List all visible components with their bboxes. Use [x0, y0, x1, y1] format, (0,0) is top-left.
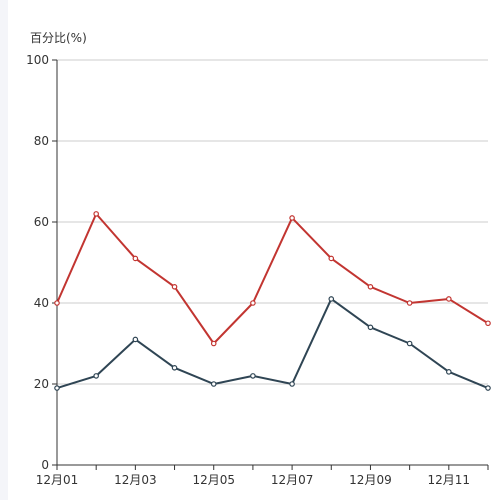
- series-1-point[interactable]: [406, 300, 413, 306]
- x-tick-label: 12月11: [428, 473, 471, 487]
- y-axis-title: 百分比(%): [30, 31, 87, 45]
- y-tick-label: 0: [41, 458, 49, 472]
- series-1-point[interactable]: [328, 255, 335, 262]
- series-line-2: [56, 297, 489, 390]
- series-2-point[interactable]: [250, 373, 256, 379]
- series-2-point[interactable]: [367, 324, 374, 331]
- axes: [56, 60, 488, 466]
- y-tick-label: 100: [26, 53, 49, 67]
- x-tick-label: 12月05: [192, 473, 235, 487]
- series-2-point[interactable]: [328, 296, 335, 302]
- series-points: [54, 211, 491, 391]
- series-1-point[interactable]: [485, 320, 491, 327]
- series-1-point[interactable]: [171, 283, 178, 290]
- series-1-point[interactable]: [367, 283, 374, 290]
- series-2-point[interactable]: [289, 381, 295, 387]
- series-1-point[interactable]: [210, 340, 217, 347]
- y-tick-label: 80: [34, 134, 49, 148]
- page-left-strip: [0, 0, 8, 500]
- series-2-point[interactable]: [93, 373, 99, 379]
- axis-ticks: 0 20 40 60 80 100 12月01 12月03 12月05 12月07 12月09 12月…: [26, 53, 489, 487]
- series-1-point[interactable]: [132, 255, 139, 262]
- series-2-point[interactable]: [210, 381, 217, 387]
- series-1-point[interactable]: [289, 215, 295, 221]
- series-2-point[interactable]: [132, 336, 139, 343]
- series-2-point[interactable]: [406, 340, 413, 347]
- series-1-point[interactable]: [250, 300, 256, 306]
- x-tick-label: 12月03: [114, 473, 157, 487]
- series-line-1: [56, 212, 489, 345]
- series-1-point[interactable]: [93, 211, 99, 217]
- series-2-point[interactable]: [485, 385, 491, 391]
- series-2-point[interactable]: [54, 385, 60, 391]
- series-2-point[interactable]: [171, 364, 178, 371]
- series-1-point[interactable]: [54, 300, 60, 306]
- x-tick-label: 12月09: [349, 473, 392, 487]
- y-tick-label: 60: [34, 215, 49, 229]
- x-tick-label: 12月01: [36, 473, 79, 487]
- grid-lines: [57, 59, 488, 385]
- series-1-point[interactable]: [446, 296, 452, 302]
- y-tick-label: 20: [34, 377, 49, 391]
- x-tick-label: 12月07: [271, 473, 314, 487]
- series-lines: [56, 212, 489, 390]
- y-tick-label: 40: [34, 296, 49, 310]
- series-2-point[interactable]: [446, 369, 452, 375]
